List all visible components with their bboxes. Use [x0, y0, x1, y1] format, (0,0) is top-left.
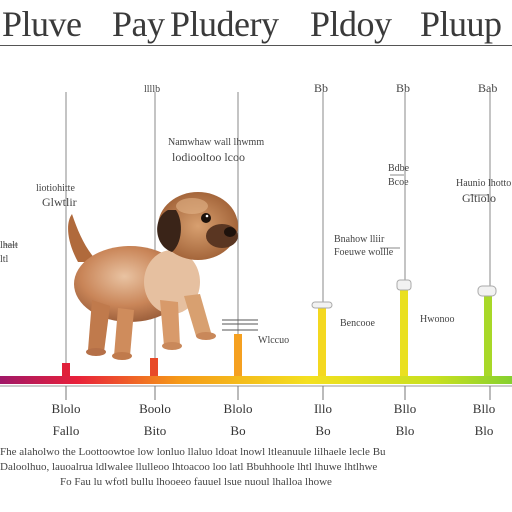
annotation: Bencooe — [340, 318, 375, 329]
annotation: Bdbe — [388, 163, 410, 174]
tick-label-top: Bllo — [472, 401, 496, 416]
tick-label-bottom: Bito — [143, 423, 167, 438]
bar-caps — [311, 279, 497, 309]
annotation: Bcoe — [388, 177, 409, 188]
title-word: Pludery — [170, 4, 279, 44]
annotation: Foeuwe wollle — [334, 247, 394, 258]
timeline-bar — [0, 376, 512, 384]
tick-label-bottom: Fallo — [52, 423, 80, 438]
stage-label: Bb — [396, 81, 411, 95]
stage-label: Bab — [478, 81, 498, 95]
title-word: Pluup — [420, 4, 502, 44]
title-rule — [0, 45, 512, 46]
annotation: Glwtlir — [42, 195, 77, 209]
footer-line: Fo Fau lu wfotl bullu lhooeeo fauuel lsu… — [60, 476, 332, 488]
annotation: Wlccuo — [258, 335, 290, 346]
stage-label: Bb — [314, 81, 329, 95]
annotation: ltl — [0, 254, 9, 265]
annotation: Hwonoo — [420, 314, 455, 325]
tick-label-bottom: Blo — [474, 423, 494, 438]
title-word: Pluve — [2, 4, 82, 44]
title-word: Pay — [112, 4, 165, 44]
footer-line: Fhe alaholwo the Loottoowtoe low lonluo … — [0, 446, 386, 458]
diagram-title: Pluve Pay Pludery Pldoy Pluup — [0, 2, 512, 48]
tick-label-top: Blolo — [223, 401, 253, 416]
tick-label-top: Illo — [313, 401, 333, 416]
annotation: lodiooltoo lcoo — [172, 150, 245, 164]
stage-label: llllb — [144, 84, 161, 95]
stage-bars — [62, 286, 492, 377]
annotation: Bnahow lliir — [334, 234, 385, 245]
annotation: lhalt — [0, 240, 18, 251]
tick-label-bottom: Bo — [315, 423, 331, 438]
tick-label-top: Boolo — [139, 401, 171, 416]
tick-label-top: Blolo — [51, 401, 81, 416]
annotation: Gltiolo — [462, 191, 497, 205]
annotation: liotiohitte — [36, 183, 75, 194]
puppy-illustration — [68, 192, 238, 360]
footer-line: Daloolhuo, lauoalrua ldlwalee llulleoo l… — [0, 461, 378, 473]
tick-label-top: Bllo — [393, 401, 417, 416]
annotation: Haunio lhotto — [456, 178, 512, 189]
annotation: Namwhaw wall lhwmm — [168, 137, 265, 148]
tick-label-bottom: Blo — [395, 423, 415, 438]
title-word: Pldoy — [310, 4, 392, 44]
tick-label-bottom: Bo — [230, 423, 246, 438]
